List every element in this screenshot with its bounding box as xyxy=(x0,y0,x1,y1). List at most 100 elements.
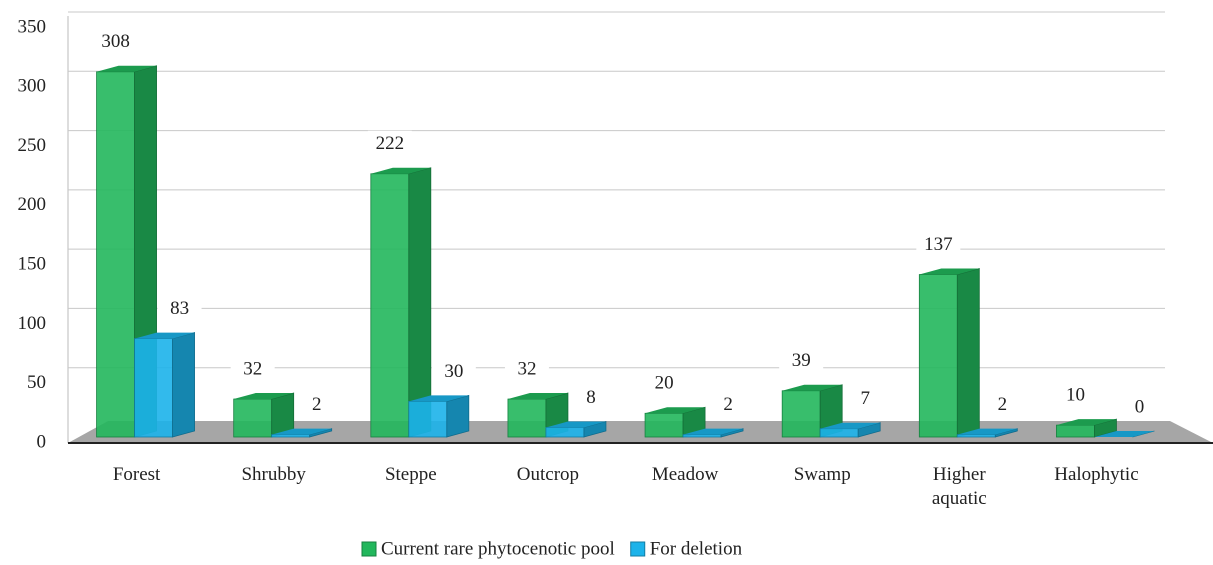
value-label-bg xyxy=(706,391,751,418)
bar-front xyxy=(96,71,135,438)
bar-front xyxy=(819,428,859,438)
bar-top xyxy=(820,422,881,429)
x-tick-label: Steppe xyxy=(384,464,437,485)
bar-top xyxy=(1056,419,1117,426)
bar-front xyxy=(682,434,722,438)
bar-top xyxy=(507,393,568,400)
value-label-bg xyxy=(642,370,687,397)
bar-side xyxy=(857,422,881,438)
bar-front xyxy=(233,398,273,438)
x-tick-label: Meadow xyxy=(651,464,719,485)
value-label-bg xyxy=(980,391,1025,418)
x-tick-label: Outcrop xyxy=(516,464,580,485)
bar xyxy=(271,428,333,438)
bar-top xyxy=(271,428,332,435)
bar-top xyxy=(919,268,980,275)
value-label-bg xyxy=(843,385,888,412)
bar xyxy=(233,392,295,438)
legend-swatch xyxy=(361,541,377,557)
y-tick-label: 150 xyxy=(18,254,47,275)
bar xyxy=(134,332,195,438)
bar-front xyxy=(1056,424,1095,438)
value-label-bg xyxy=(916,231,961,258)
value-label: 137 xyxy=(924,234,953,255)
bar-side xyxy=(583,420,607,438)
bar-top xyxy=(96,65,157,72)
x-tick-label: Halophytic xyxy=(1054,464,1139,485)
value-label: 30 xyxy=(444,361,463,382)
value-label-bg xyxy=(568,384,613,411)
bar xyxy=(507,392,569,438)
bar-top xyxy=(545,421,606,428)
value-label-bg xyxy=(93,28,138,55)
value-label: 0 xyxy=(1135,396,1145,417)
bar-top xyxy=(683,428,744,435)
bar-top xyxy=(370,167,431,174)
legend-label: For deletion xyxy=(650,538,743,559)
value-label: 39 xyxy=(792,350,811,371)
value-label: 10 xyxy=(1066,385,1085,406)
value-label: 2 xyxy=(723,394,733,415)
bar-top xyxy=(957,428,1018,435)
x-tick-label: Swamp xyxy=(793,464,851,485)
bar-front xyxy=(271,434,311,438)
bar xyxy=(370,167,432,438)
y-tick-label: 50 xyxy=(27,372,46,393)
bar xyxy=(1094,430,1155,438)
bar xyxy=(918,268,980,438)
value-label: 8 xyxy=(586,387,596,408)
bar-front xyxy=(370,173,410,438)
value-label-bg xyxy=(367,130,412,157)
bar-front xyxy=(134,338,173,438)
bar-top xyxy=(408,395,469,402)
bar-top xyxy=(134,332,195,339)
value-label-bg xyxy=(431,358,476,385)
legend-swatch xyxy=(630,541,646,557)
bar-front xyxy=(918,274,958,438)
value-label: 7 xyxy=(860,388,870,409)
value-label: 83 xyxy=(170,298,189,319)
bar-side xyxy=(994,428,1018,438)
value-label-bg xyxy=(779,347,824,374)
bar xyxy=(819,422,881,438)
bar-front xyxy=(956,434,996,438)
bar-top xyxy=(645,407,706,414)
bar xyxy=(644,406,706,438)
x-tick-label: Forest xyxy=(112,464,161,485)
bar-side xyxy=(956,268,980,438)
value-label: 32 xyxy=(517,358,536,379)
x-tick-label: Shrubby xyxy=(241,464,306,485)
value-label-bg xyxy=(504,356,549,383)
y-tick-label: 250 xyxy=(18,135,47,156)
y-tick-label: 0 xyxy=(37,431,47,452)
bar-front xyxy=(644,412,684,438)
legend-label: Current rare phytocenotic pool xyxy=(381,538,615,559)
bar-front xyxy=(408,401,448,438)
value-label: 2 xyxy=(312,394,322,415)
value-label: 222 xyxy=(376,133,405,154)
y-tick-label: 350 xyxy=(18,16,47,37)
y-tick-label: 300 xyxy=(18,76,47,97)
value-label: 32 xyxy=(243,358,262,379)
bar xyxy=(1056,418,1117,438)
bar xyxy=(956,428,1018,438)
bar-front xyxy=(507,398,547,438)
bar xyxy=(781,384,843,438)
value-label-bg xyxy=(1117,394,1162,420)
value-label: 20 xyxy=(655,373,674,394)
x-tick-label: Higher aquatic xyxy=(931,464,987,509)
bar-front xyxy=(545,427,585,438)
bar-front xyxy=(781,390,821,438)
value-label-bg xyxy=(294,391,339,418)
value-label: 2 xyxy=(998,394,1008,415)
bar xyxy=(682,428,744,438)
y-tick-label: 100 xyxy=(18,313,47,334)
value-label-bg xyxy=(230,356,275,383)
bar-top xyxy=(1094,431,1155,437)
y-tick-label: 200 xyxy=(18,194,47,215)
bar-side xyxy=(446,394,470,438)
value-label: 308 xyxy=(101,31,130,52)
bar xyxy=(408,394,470,438)
bar-side xyxy=(172,332,195,438)
